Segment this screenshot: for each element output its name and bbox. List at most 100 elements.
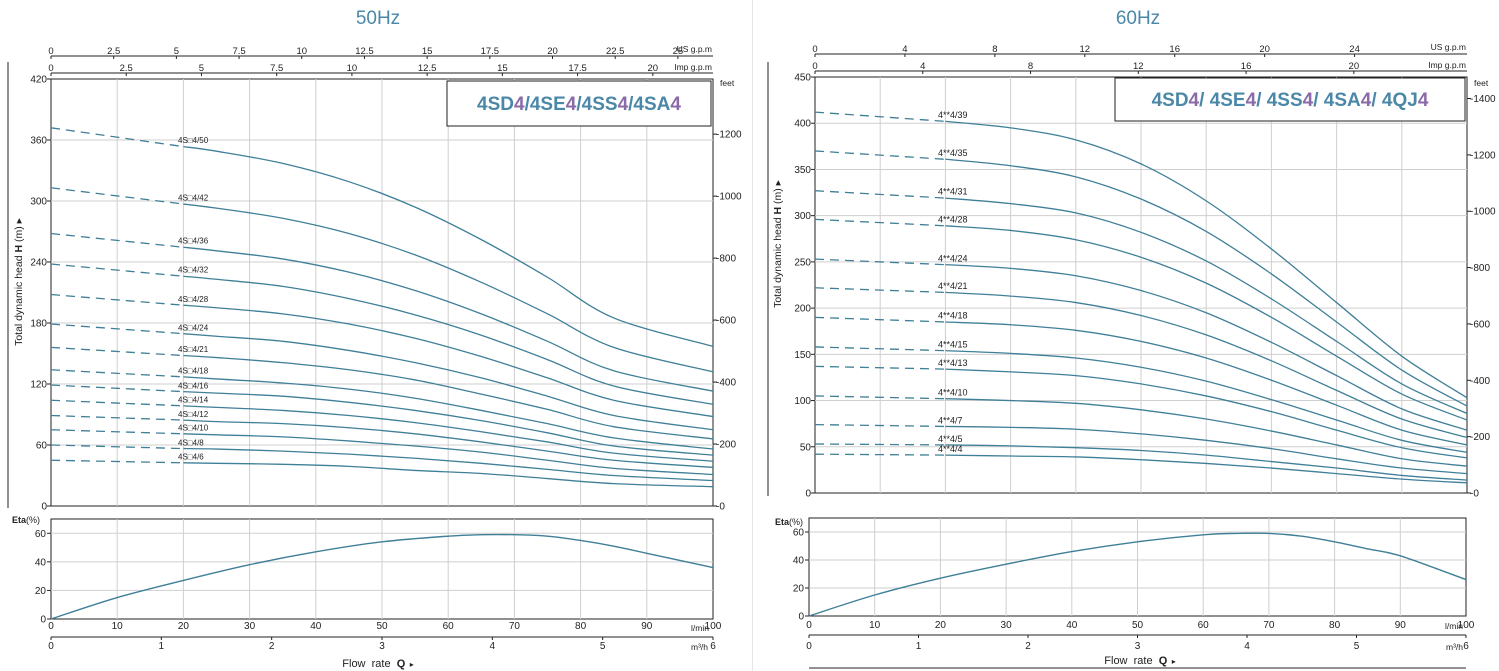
head-grid (815, 77, 1467, 493)
series-label: 4S□4/10 (178, 424, 209, 433)
y-tick-label: 400 (794, 119, 811, 130)
head-grid (51, 79, 713, 506)
head-axis-label: Total dynamic head H (m) ▸ (772, 179, 784, 308)
eta-grid (51, 519, 713, 619)
head-curves: 4S□4/50 4S□4/42 4S□4/36 4S□4/32 4S□4/28 4S□4/… (50, 127, 714, 488)
feet-tick-label: -1000 (716, 192, 742, 203)
panel-divider (752, 0, 753, 671)
us-gpm-label: 15 (422, 46, 433, 57)
series-label: 4S□4/8 (178, 438, 204, 447)
head-curve (945, 398, 1468, 467)
head-curve-dashed (814, 111, 946, 123)
head-curve (945, 349, 1468, 453)
head-curve-dashed (814, 395, 946, 400)
imp-gpm-label: 7.5 (270, 63, 283, 74)
head-curve (945, 120, 1468, 399)
head-curve (183, 447, 714, 482)
series-label: 4S□4/12 (178, 410, 209, 419)
head-curve-dashed (814, 316, 946, 323)
m3h-tick-label: 4 (1244, 641, 1250, 652)
us-gpm-label: 20 (547, 46, 558, 57)
imp-gpm-label: 0 (812, 61, 817, 72)
eta-line (808, 532, 1467, 617)
feet-tick-label: -200 (716, 440, 736, 451)
chart-60hz-top-scales: US g.p.m Imp g.p.m 0 4 8 12 16 20 24 0 4 8 12 16 20 (812, 42, 1467, 74)
feet-tick-label: -0 (1470, 489, 1479, 500)
y-tick-label: 250 (794, 257, 811, 268)
series-label: 4**4/31 (938, 187, 968, 197)
us-gpm-label: 4 (902, 44, 907, 55)
imp-gpm-label: 16 (1241, 61, 1252, 72)
feet-tick-label: -1000 (1470, 207, 1496, 218)
feet-tick-label: -1200 (716, 130, 742, 141)
series-label: 4S□4/14 (178, 396, 209, 405)
series-label: 4**4/15 (938, 339, 968, 349)
head-curve (945, 225, 1468, 421)
series-label: 4**4/35 (938, 148, 968, 158)
head-curve-dashed (50, 293, 184, 306)
imp-gpm-label: 12 (1133, 61, 1144, 72)
feet-ticks: -0 -200 -400 -600 -800 -1000 -1200 (713, 130, 742, 513)
head-curve-dashed (50, 232, 184, 248)
imp-gpm-label: 2.5 (120, 63, 133, 74)
y-tick-label: 360 (30, 136, 47, 147)
head-curve (945, 425, 1468, 475)
head-curve-dashed (814, 443, 946, 446)
us-gpm-ticks: 0 2.5 5 7.5 10 12.5 15 17.5 20 22.5 25 (48, 46, 683, 59)
lmin-tick-label: 20 (935, 620, 947, 631)
feet-tick-label: -1200 (1470, 150, 1496, 161)
chart-50hz-head-plot: 0 60 120 180 240 300 360 420 -0 -200 -400 -600 -800… (7, 62, 742, 513)
us-gpm-label: 10 (296, 46, 307, 57)
feet-unit: feet (720, 78, 735, 88)
eta-y-ticks: 0 20 40 60 (793, 528, 809, 623)
eta-tick-label: 60 (793, 528, 805, 539)
us-gpm-label: 22.5 (606, 46, 625, 57)
lmin-tick-label: 0 (48, 621, 54, 632)
eta-tick-label: 60 (35, 529, 47, 540)
us-gpm-label: 25 (673, 46, 684, 57)
imp-gpm-label: 0 (48, 63, 53, 74)
chart-50hz-bottom-scales: 0 10 20 30 40 50 60 70 80 90 100 0 1 2 3 4 5 6 l/min m³/… (48, 621, 722, 670)
lmin-tick-label: 90 (641, 621, 653, 632)
lmin-tick-label: 100 (705, 621, 722, 632)
head-curve (183, 246, 714, 392)
head-curve (945, 264, 1468, 431)
series-label: 4**4/39 (938, 110, 968, 120)
m3h-tick-label: 1 (916, 641, 922, 652)
head-curve (945, 368, 1468, 459)
lmin-unit: l/min (1445, 621, 1463, 631)
feet-tick-label: -400 (1470, 376, 1490, 387)
head-curve (183, 390, 714, 456)
head-y-ticks: 0 60 120 180 240 300 360 420 (30, 75, 51, 513)
lmin-tick-label: 50 (1132, 620, 1144, 631)
y-tick-label: 240 (30, 258, 47, 269)
eta-tick-label: 20 (35, 586, 47, 597)
head-curve (183, 376, 714, 450)
head-curves: 4**4/39 4**4/35 4**4/31 4**4/28 4**4/24 4**4/… (814, 110, 1468, 484)
series-label: 4**4/5 (938, 434, 963, 444)
head-curve-dashed (814, 453, 946, 456)
y-tick-label: 60 (36, 441, 48, 452)
head-curve (945, 444, 1468, 481)
series-label: 4S□4/18 (178, 367, 209, 376)
series-label: 4S□4/42 (178, 193, 209, 202)
m3h-tick-label: 5 (600, 641, 606, 652)
head-curve-dashed (814, 258, 946, 266)
feet-tick-label: -400 (716, 378, 736, 389)
y-tick-label: 350 (794, 165, 811, 176)
feet-tick-label: -600 (1470, 319, 1490, 330)
y-tick-label: 420 (30, 75, 47, 86)
lmin-tick-label: 40 (310, 621, 322, 632)
imp-gpm-ticks: 0 4 8 12 16 20 (812, 61, 1359, 74)
eta-tick-label: 0 (798, 612, 804, 623)
head-curve (945, 454, 1468, 484)
series-label: 4S□4/16 (178, 381, 209, 390)
lmin-tick-label: 40 (1066, 620, 1078, 631)
head-curve-dashed (50, 444, 184, 450)
head-curve-dashed (814, 218, 946, 227)
imp-gpm-label: 20 (648, 63, 659, 74)
m3h-tick-label: 2 (1025, 641, 1031, 652)
eta-axis-label: Eta(%) (775, 517, 803, 527)
m3h-tick-label: 3 (379, 641, 385, 652)
